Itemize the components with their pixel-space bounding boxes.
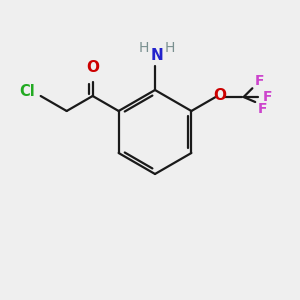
- Text: N: N: [151, 47, 164, 62]
- Text: H: H: [139, 41, 149, 55]
- Text: F: F: [255, 74, 264, 88]
- Text: Cl: Cl: [19, 85, 34, 100]
- Text: F: F: [263, 90, 272, 104]
- Text: O: O: [86, 61, 99, 76]
- Text: H: H: [165, 41, 175, 55]
- Text: F: F: [257, 102, 267, 116]
- Text: O: O: [213, 88, 226, 103]
